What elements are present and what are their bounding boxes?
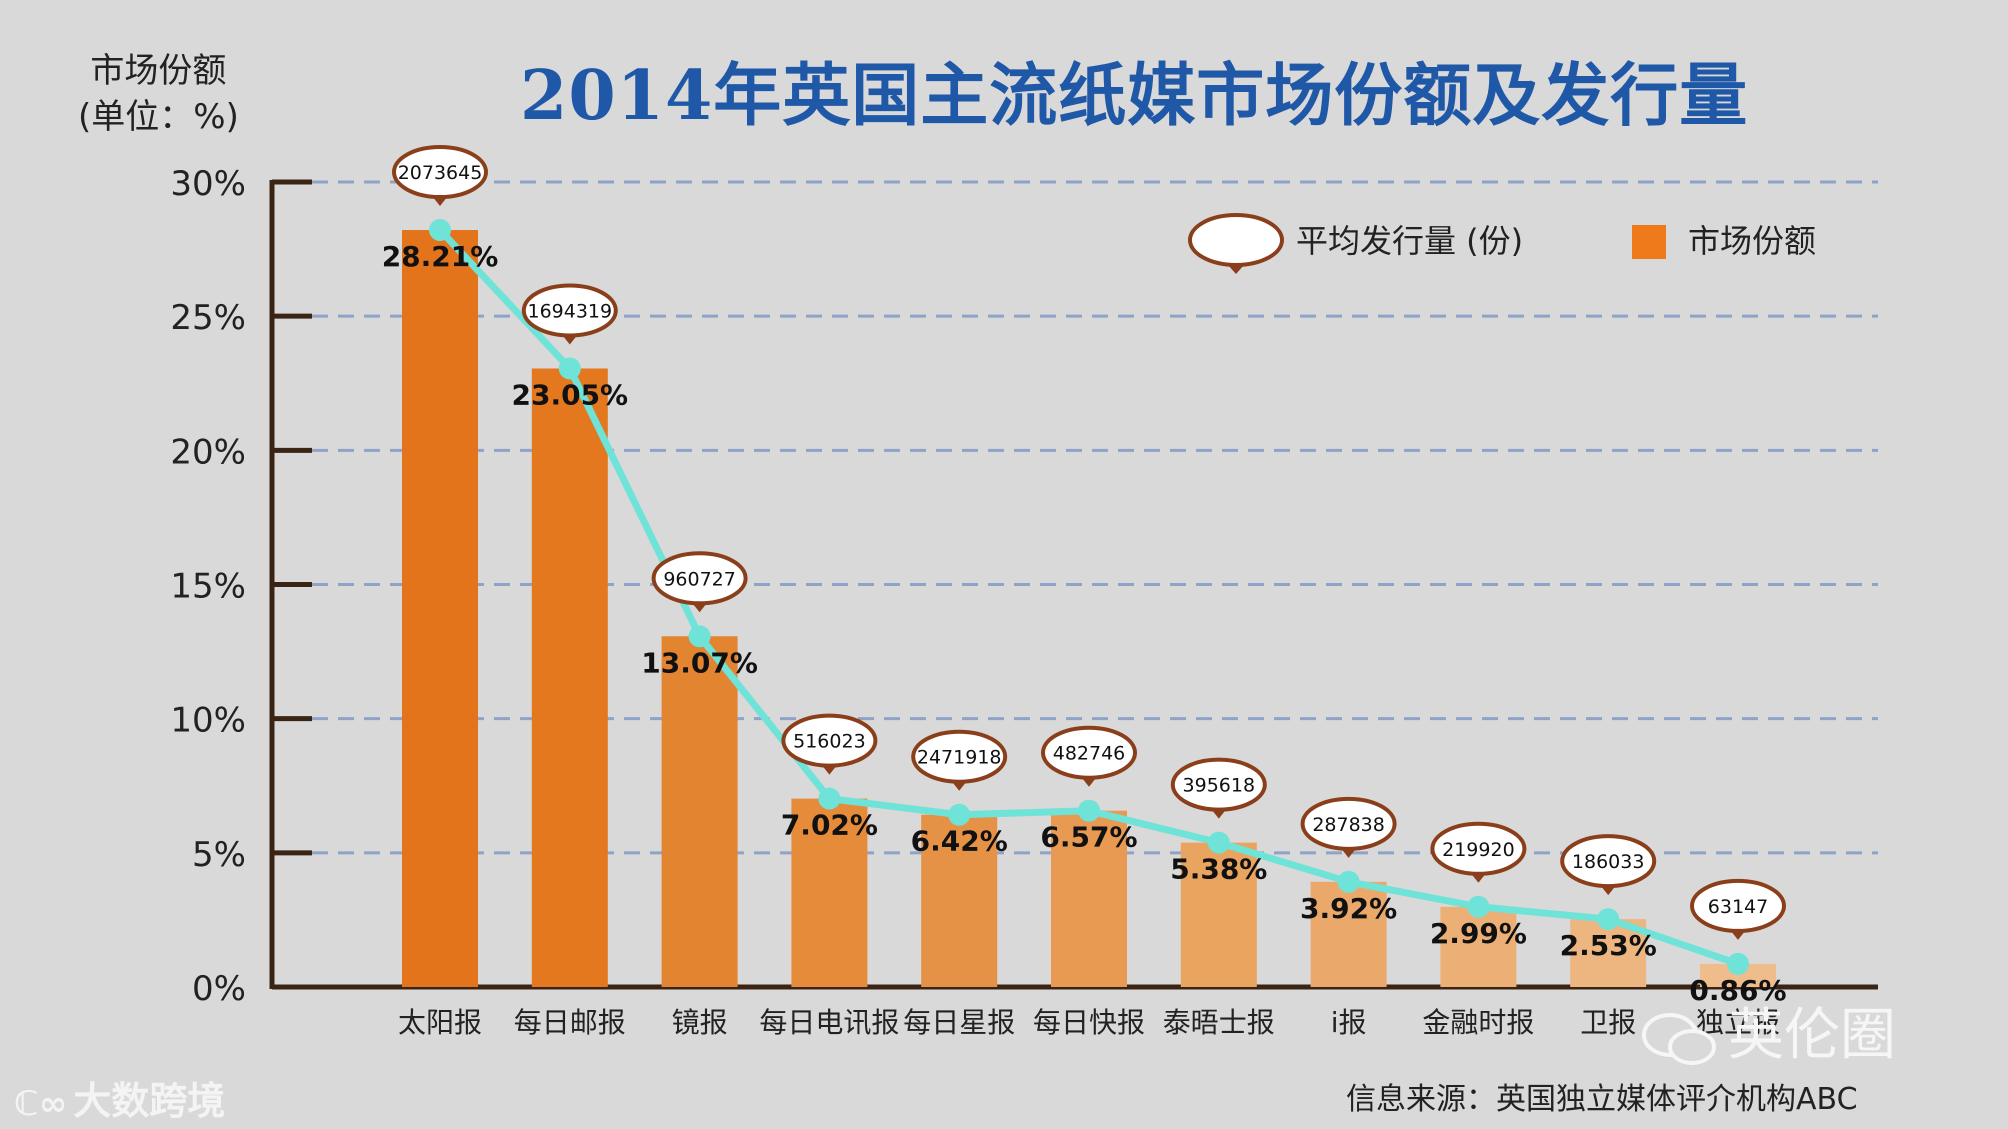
circulation-point	[1467, 895, 1490, 918]
circulation-value-label: 287838	[1312, 814, 1385, 836]
circulation-value-label: 1694319	[527, 300, 612, 322]
bar-value-label: 6.57%	[1040, 821, 1137, 854]
bar-value-label: 23.05%	[511, 378, 628, 411]
x-tick-label: 独立报	[1696, 1006, 1780, 1039]
bar-7	[1180, 842, 1257, 987]
circulation-point	[429, 219, 451, 242]
circulation-value-label: 219920	[1442, 839, 1515, 861]
circulation-bubble	[1430, 821, 1527, 876]
x-tick-label: 每日星报	[903, 1006, 1015, 1039]
circulation-value-label: 186033	[1572, 851, 1645, 873]
bar-8	[1310, 881, 1387, 987]
y-axis-label-line1: 市场份额	[90, 51, 227, 91]
source-note: 信息来源：英国独立媒体评介机构ABC	[1346, 1082, 1858, 1117]
circulation-point	[818, 787, 841, 810]
bar-value-label: 2.53%	[1560, 929, 1657, 962]
y-tick-label: 0%	[192, 969, 246, 1009]
bar-2	[531, 368, 608, 987]
x-tick-label: 金融时报	[1422, 1006, 1534, 1039]
circulation-value-label: 2073645	[398, 162, 483, 184]
y-axis-label: 市场份额 (单位：%)	[78, 48, 239, 140]
chart-title: 2014年英国主流纸媒市场份额及发行量	[520, 56, 1749, 136]
watermark-right-text: 英伦圈	[1728, 1003, 1896, 1068]
circulation-value-label: 63147	[1708, 896, 1768, 918]
y-tick-label: 20%	[170, 432, 246, 472]
bar-11	[1700, 963, 1776, 987]
y-tick-label: 25%	[170, 298, 246, 338]
bar-value-label: 28.21%	[382, 240, 499, 273]
bar-value-label: 2.99%	[1430, 917, 1527, 950]
legend-line-label: 平均发行量 (份)	[1296, 222, 1523, 260]
bar-4	[791, 798, 868, 987]
circulation-value-label: 516023	[793, 731, 866, 753]
x-tick-label: 每日电讯报	[759, 1006, 899, 1039]
circulation-bubble	[1300, 796, 1397, 851]
circulation-bubble	[651, 551, 748, 606]
y-tick-label: 5%	[192, 835, 246, 875]
circulation-bubble	[781, 713, 878, 768]
bar-5	[921, 814, 998, 987]
circulation-point	[688, 625, 711, 648]
y-tick-label: 30%	[170, 164, 246, 204]
x-tick-label: 每日快报	[1033, 1006, 1145, 1039]
bar-value-label: 3.92%	[1300, 892, 1397, 925]
circulation-value-label: 960727	[663, 568, 736, 590]
watermark-left-text: 大数跨境	[73, 1079, 226, 1123]
watermark-left: ℂ∞ 大数跨境	[14, 1070, 225, 1125]
chat-bubble-icon	[1642, 1012, 1716, 1065]
circulation-bubble	[1560, 834, 1657, 889]
x-tick-label: 每日邮报	[514, 1006, 626, 1039]
bar-value-label: 0.86%	[1689, 974, 1786, 1007]
circulation-point	[1597, 908, 1620, 931]
legend-bar-label: 市场份额	[1688, 222, 1816, 260]
y-axis-label-line2: (单位：%)	[78, 97, 239, 137]
bar-6	[1051, 810, 1127, 987]
watermark-right: 英伦圈	[1640, 990, 1896, 1071]
bar-value-label: 5.38%	[1170, 853, 1267, 886]
y-tick-label: 15%	[170, 567, 246, 607]
bar-value-label: 13.07%	[641, 646, 758, 679]
circulation-point	[1727, 952, 1749, 975]
legend-bubble-icon	[1188, 213, 1284, 267]
x-tick-label: i报	[1331, 1006, 1367, 1039]
y-tick-label: 10%	[170, 701, 246, 741]
bar-value-label: 7.02%	[781, 809, 878, 842]
circulation-bubble	[1690, 878, 1786, 933]
circulation-value-label: 395618	[1183, 775, 1256, 797]
brand-logo-icon: ℂ∞	[14, 1083, 68, 1124]
circulation-bubble	[392, 145, 488, 200]
circulation-value-label: 482746	[1053, 743, 1126, 765]
x-tick-label: 卫报	[1580, 1006, 1636, 1039]
circulation-bubble	[1170, 757, 1267, 812]
circulation-value-label: 2471918	[917, 747, 1002, 769]
circulation-point	[1078, 799, 1100, 822]
circulation-bubble	[521, 283, 618, 338]
circulation-point	[948, 803, 971, 826]
bar-3	[661, 636, 738, 987]
circulation-point	[1337, 870, 1360, 893]
x-tick-label: 泰晤士报	[1163, 1006, 1275, 1039]
bar-1	[402, 230, 478, 987]
circulation-point	[558, 357, 581, 380]
circulation-bubble	[1041, 725, 1137, 780]
legend-bar-swatch	[1632, 225, 1666, 259]
x-tick-label: 镜报	[672, 1006, 728, 1039]
x-tick-label: 太阳报	[398, 1006, 482, 1039]
circulation-point	[1207, 831, 1230, 854]
circulation-bubble	[911, 729, 1008, 784]
bar-value-label: 6.42%	[911, 825, 1008, 858]
bar-9	[1440, 906, 1517, 987]
